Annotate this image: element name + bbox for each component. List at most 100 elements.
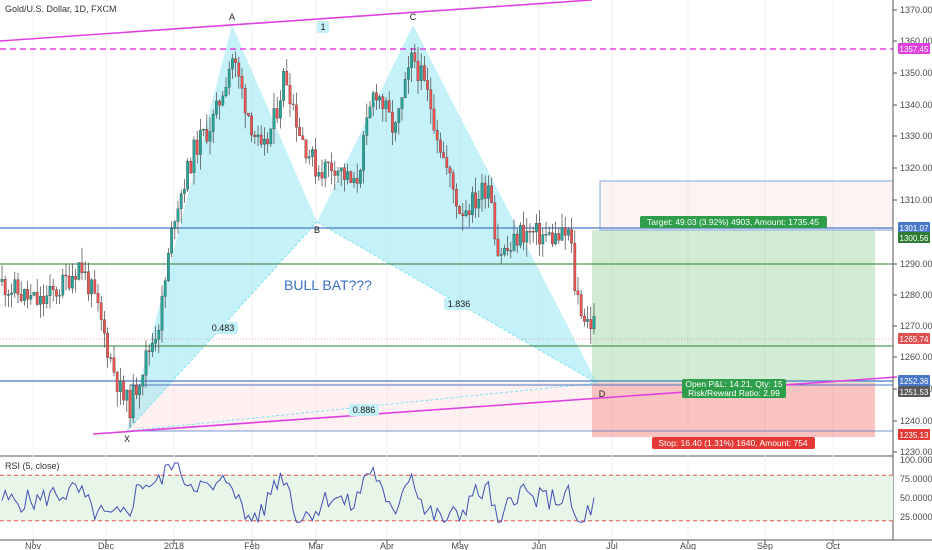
price-tag: [898, 222, 930, 233]
candle-body: [45, 295, 49, 304]
candle-body: [349, 171, 353, 183]
candle-body: [189, 160, 193, 174]
rsi-line: [1, 462, 595, 524]
candle-body: [448, 167, 452, 174]
ratio-bg-2: [444, 298, 474, 310]
candle-body: [208, 131, 212, 142]
price-tag: [898, 429, 930, 440]
candle-body: [224, 87, 228, 97]
candle-body: [256, 134, 260, 137]
candle-body: [557, 233, 561, 241]
candle-body: [496, 238, 500, 256]
candle-body: [122, 380, 125, 401]
candle-body: [215, 100, 218, 115]
candle-body: [205, 129, 209, 142]
pnl-label: Open P&L: 14.21, Qty: 15: [685, 379, 783, 389]
leg-label-1: 1: [320, 22, 325, 32]
candle-body: [432, 108, 436, 131]
time-tick-label: Dec: [98, 541, 115, 550]
rsi-tick-label: 50.0000: [900, 493, 932, 503]
candle-body: [87, 271, 90, 295]
candle-body: [336, 170, 340, 176]
candle-body: [487, 185, 490, 199]
candle-body: [371, 92, 375, 108]
candle-body: [570, 229, 573, 244]
point-label-c: C: [410, 12, 417, 22]
candle-body: [131, 385, 135, 419]
candle-body: [135, 385, 138, 395]
candle-body: [74, 276, 77, 280]
price-axis[interactable]: 1370.00 1360.00 1350.00 1340.00 1330.00 1320.…: [892, 0, 932, 540]
candlesticks[interactable]: [0, 43, 596, 428]
point-label-d: D: [599, 389, 606, 399]
time-tick-label: Oct: [826, 541, 841, 550]
candle-body: [266, 138, 269, 145]
candle-body: [173, 221, 177, 229]
candle-body: [407, 67, 410, 80]
candle-body: [234, 58, 237, 64]
candle-body: [455, 189, 458, 207]
candle-body: [445, 157, 449, 168]
time-axis[interactable]: Nov Dec 2018 Feb Mar Apr May Jun Jul Aug Sep Oct: [0, 539, 932, 550]
candle-body: [563, 227, 567, 236]
candle-body: [115, 372, 119, 392]
candle-body: [378, 96, 381, 101]
time-tick-label: May: [451, 541, 469, 550]
price-tick-label: 1230.00: [900, 447, 932, 457]
price-tick-label: 1270.00: [900, 321, 932, 331]
candle-body: [243, 88, 247, 114]
stop-label: Stop: 16.40 (1.31%) 1640, Amount: 754: [658, 438, 808, 448]
candle-body: [183, 189, 186, 194]
candle-body: [531, 231, 535, 233]
price-tag-label: 1235.13: [900, 431, 929, 440]
candle-body: [474, 192, 477, 209]
target-label-bg: [640, 216, 827, 228]
candle-body: [291, 103, 295, 106]
candle-body: [109, 357, 113, 359]
time-tick-label: Apr: [380, 541, 394, 550]
candle-body: [26, 289, 29, 300]
candle-body: [288, 85, 292, 105]
candle-body: [400, 97, 404, 109]
candle-body: [247, 113, 250, 116]
point-label-a: A: [229, 12, 235, 22]
price-tag: [898, 386, 930, 397]
price-tick-label: 1320.00: [900, 163, 932, 173]
price-tick-label: 1290.00: [900, 259, 932, 269]
candle-body: [333, 170, 337, 176]
candle-body: [48, 286, 52, 296]
candle-body: [458, 206, 461, 214]
candle-body: [464, 210, 468, 216]
candle-body: [480, 182, 484, 200]
price-tag: [898, 375, 930, 386]
candle-body: [35, 292, 39, 305]
candle-body: [151, 342, 154, 352]
candle-body: [10, 292, 13, 295]
candle-body: [461, 213, 465, 216]
time-tick-label: Jun: [532, 541, 547, 550]
time-tick-label: Jul: [606, 541, 618, 550]
candle-body: [304, 139, 308, 159]
stop-label-bg: [652, 437, 815, 449]
candle-body: [467, 210, 471, 215]
price-tag-label: 1357.45: [900, 45, 929, 54]
candle-body: [112, 357, 116, 373]
candle-body: [576, 290, 580, 295]
candle-body: [125, 390, 129, 401]
candle-body: [403, 79, 407, 98]
candle-body: [573, 242, 577, 292]
candle-body: [535, 222, 538, 233]
ratio-bg-3: [349, 404, 379, 416]
candle-body: [346, 171, 349, 180]
candle-body: [528, 231, 532, 233]
candle-body: [106, 332, 109, 358]
candle-body: [365, 117, 369, 136]
ratio-label-bd: 1.836: [448, 299, 471, 309]
rsi-tick-label: 75.0000: [900, 474, 932, 484]
candle-body: [128, 390, 132, 419]
candle-body: [160, 296, 164, 331]
price-tag-label: 1301.07: [900, 224, 929, 233]
candle-body: [269, 128, 273, 145]
rsi-panel: RSI (5, close) 100.0000 75.0000 50.0000 25.…: [0, 455, 932, 524]
candle-body: [592, 316, 596, 330]
